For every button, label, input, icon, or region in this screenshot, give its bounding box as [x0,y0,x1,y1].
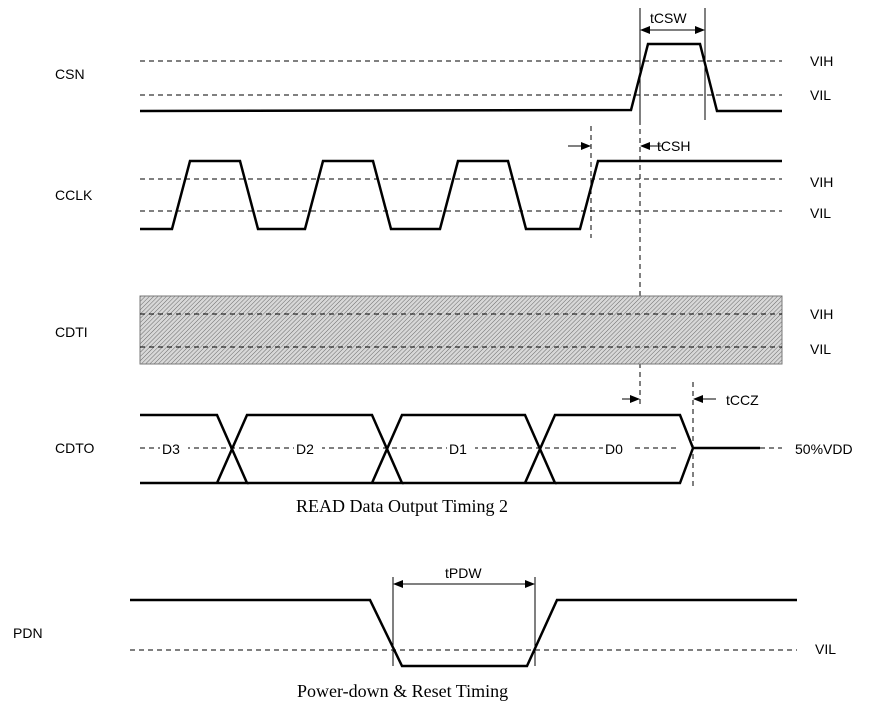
csn-label: CSN [55,66,85,82]
d1-label-bg [447,439,475,457]
tccz-label: tCCZ [726,392,759,408]
cdti-dont-care-region [139,295,783,365]
csn-row: CSN VIH VIL tCSW [55,8,833,120]
cclk-vil-label: VIL [810,205,831,221]
pdn-vil-label: VIL [815,641,836,657]
d3-label: D3 [162,441,180,457]
tcsh-label: tCSH [657,138,690,154]
cdto-label: CDTO [55,440,95,456]
pdn-waveform [130,598,797,668]
cdto-50vdd-label: 50%VDD [795,441,853,457]
d0-label-bg [603,439,631,457]
cdti-vih-label: VIH [810,306,833,322]
d1-label: D1 [449,441,467,457]
cdti-vil-label: VIL [810,341,831,357]
cdto-bus-d2 [215,413,404,485]
cdto-bus-d1 [370,413,557,485]
pdn-row: PDN VIL tPDW [13,565,836,668]
cdto-bus-d0 [523,413,695,485]
cclk-label: CCLK [55,187,93,203]
csn-vil-label: VIL [810,87,831,103]
tcsw-label: tCSW [650,10,687,26]
cdti-label: CDTI [55,324,88,340]
pdn-label: PDN [13,625,43,641]
d0-label: D0 [605,441,623,457]
cdti-row: CDTI VIH VIL [55,295,833,365]
csn-vih-label: VIH [810,53,833,69]
tpdw-label: tPDW [445,565,482,581]
csn-waveform [139,42,782,113]
cclk-row: CCLK VIH VIL tCSH [55,126,833,238]
d2-label: D2 [296,441,314,457]
cdto-row: CDTO tCCZ D3 D2 D1 D0 50%VDD [55,382,853,488]
cclk-waveform [140,159,782,231]
cclk-vih-label: VIH [810,174,833,190]
power-down-caption: Power-down & Reset Timing [297,681,508,701]
d2-label-bg [294,439,322,457]
read-timing-caption: READ Data Output Timing 2 [296,496,508,516]
d3-label-bg [160,439,188,457]
